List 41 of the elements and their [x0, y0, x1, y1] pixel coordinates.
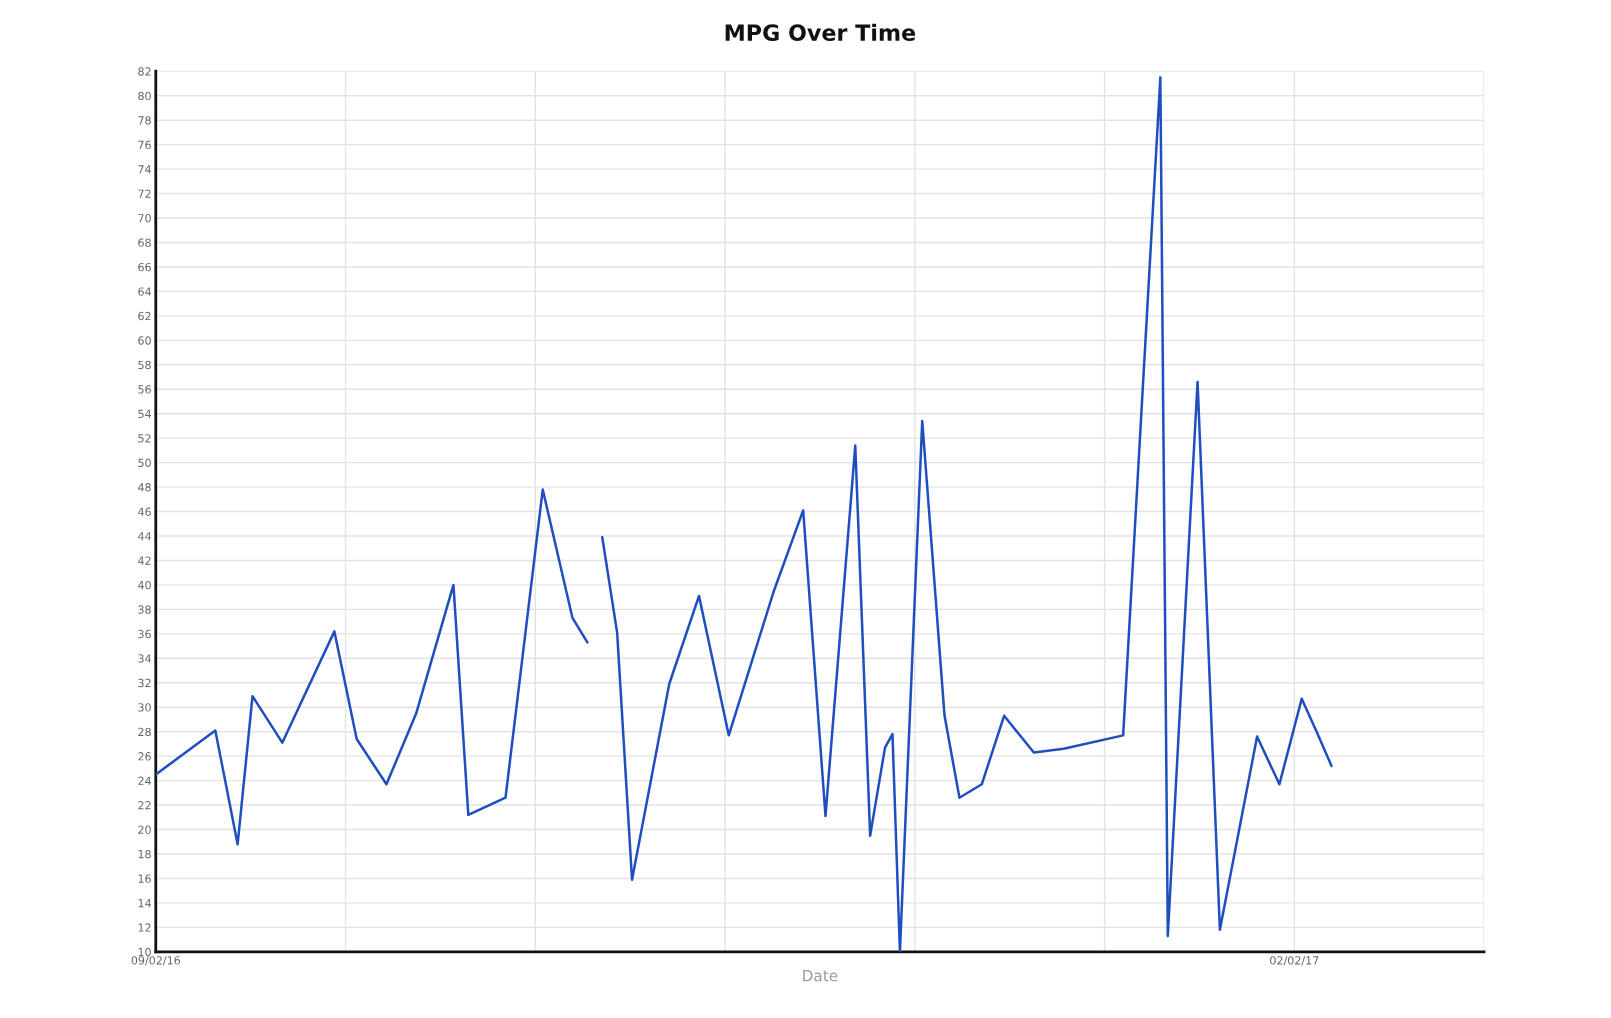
y-tick-label: 80 — [138, 91, 151, 101]
y-tick-label: 10 — [138, 947, 151, 957]
y-tick-label: 40 — [138, 580, 151, 590]
y-tick-label: 68 — [138, 238, 151, 247]
y-tick-label: 36 — [138, 629, 151, 639]
y-tick-label: 38 — [138, 605, 151, 614]
y-tick-label: 62 — [138, 311, 151, 321]
y-tick-label: 26 — [138, 752, 151, 761]
y-tick-label: 78 — [138, 116, 151, 125]
y-tick-label: 66 — [138, 262, 151, 272]
y-tick-label: 42 — [138, 556, 151, 565]
x-tick-label: 09/02/16 — [131, 956, 181, 966]
y-tick-label: 12 — [138, 923, 151, 932]
y-tick-label: 56 — [138, 385, 151, 394]
y-tick-label: 64 — [138, 287, 151, 296]
y-tick-label: 52 — [138, 434, 151, 443]
chart-title: MPG Over Time — [725, 23, 916, 42]
y-tick-label: 82 — [138, 67, 151, 76]
x-axis-title: Date — [803, 970, 838, 982]
y-tick-label: 74 — [138, 165, 151, 174]
y-tick-label: 16 — [138, 874, 151, 883]
y-tick-label: 28 — [138, 727, 151, 737]
y-tick-label: 34 — [138, 654, 151, 663]
y-tick-label: 22 — [138, 801, 151, 810]
y-tick-label: 32 — [138, 678, 151, 688]
y-tick-label: 46 — [138, 507, 151, 516]
y-tick-label: 60 — [138, 336, 151, 345]
y-tick-label: 70 — [138, 214, 151, 223]
y-tick-label: 72 — [138, 189, 151, 198]
y-tick-label: 58 — [138, 360, 151, 370]
x-tick-label: 02/02/17 — [1270, 956, 1319, 966]
y-tick-label: 44 — [138, 532, 151, 541]
y-tick-label: 20 — [138, 825, 151, 834]
y-tick-label: 24 — [138, 776, 151, 785]
y-tick-label: 54 — [138, 409, 151, 419]
y-tick-label: 48 — [138, 483, 151, 492]
y-tick-label: 50 — [138, 458, 151, 467]
y-tick-label: 76 — [138, 140, 151, 150]
y-tick-label: 30 — [138, 703, 151, 712]
y-tick-label: 18 — [138, 849, 151, 859]
y-tick-label: 14 — [138, 899, 151, 908]
